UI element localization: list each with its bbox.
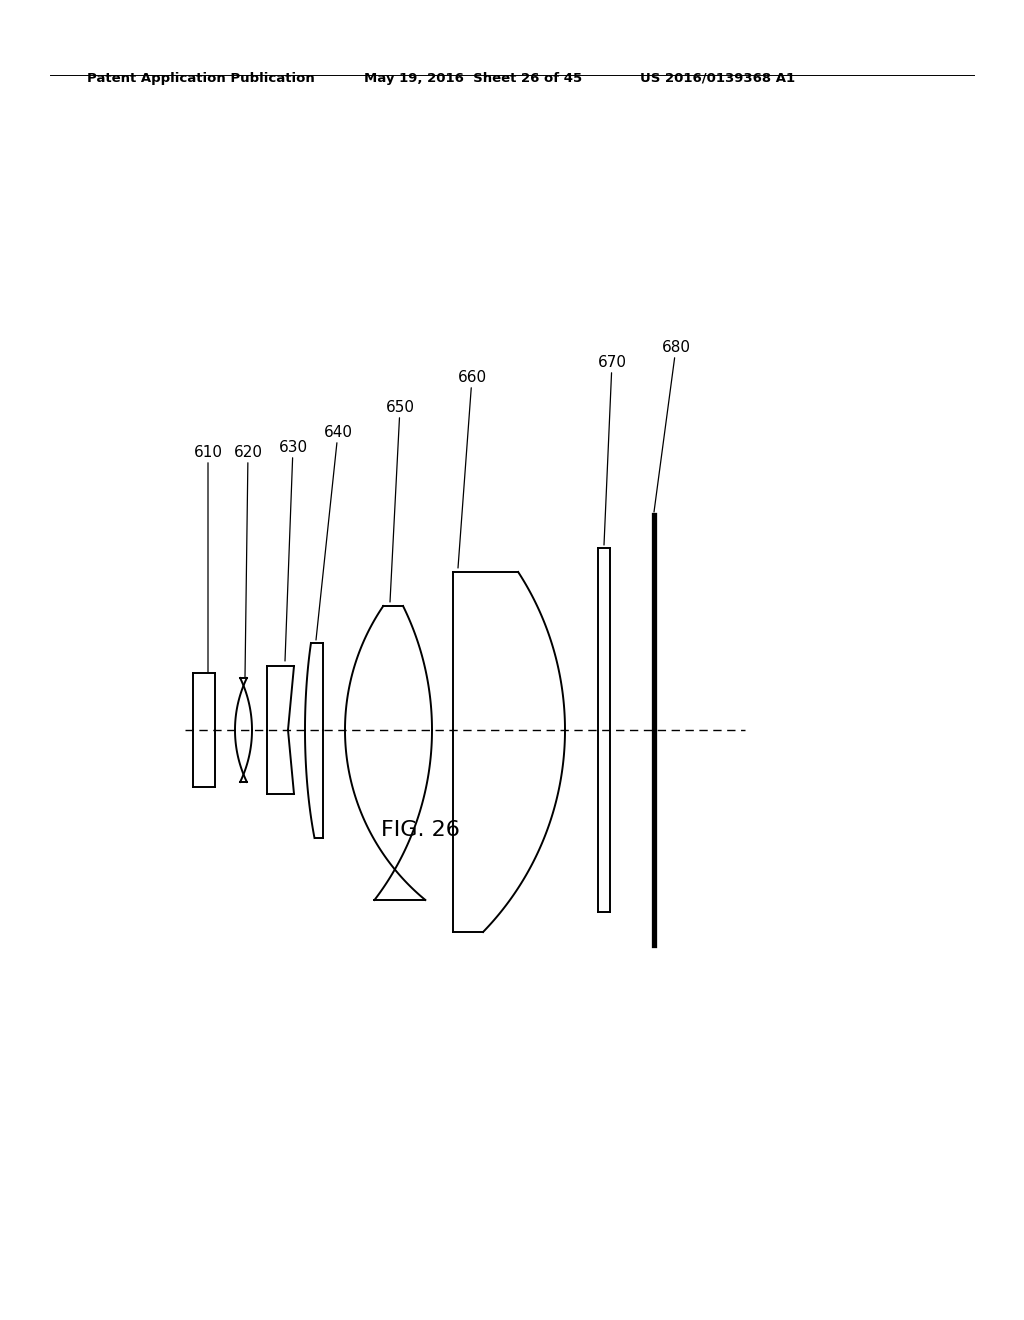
Text: US 2016/0139368 A1: US 2016/0139368 A1 xyxy=(640,71,795,84)
Text: 660: 660 xyxy=(458,370,486,568)
Text: 620: 620 xyxy=(233,445,262,677)
Text: 650: 650 xyxy=(385,400,415,602)
Text: FIG. 26: FIG. 26 xyxy=(381,820,460,840)
Text: May 19, 2016  Sheet 26 of 45: May 19, 2016 Sheet 26 of 45 xyxy=(364,71,582,84)
Text: Patent Application Publication: Patent Application Publication xyxy=(87,71,314,84)
Text: 630: 630 xyxy=(279,440,307,661)
Text: 670: 670 xyxy=(597,355,627,545)
Text: 640: 640 xyxy=(316,425,352,640)
Text: 680: 680 xyxy=(654,341,690,512)
Text: 610: 610 xyxy=(194,445,222,672)
